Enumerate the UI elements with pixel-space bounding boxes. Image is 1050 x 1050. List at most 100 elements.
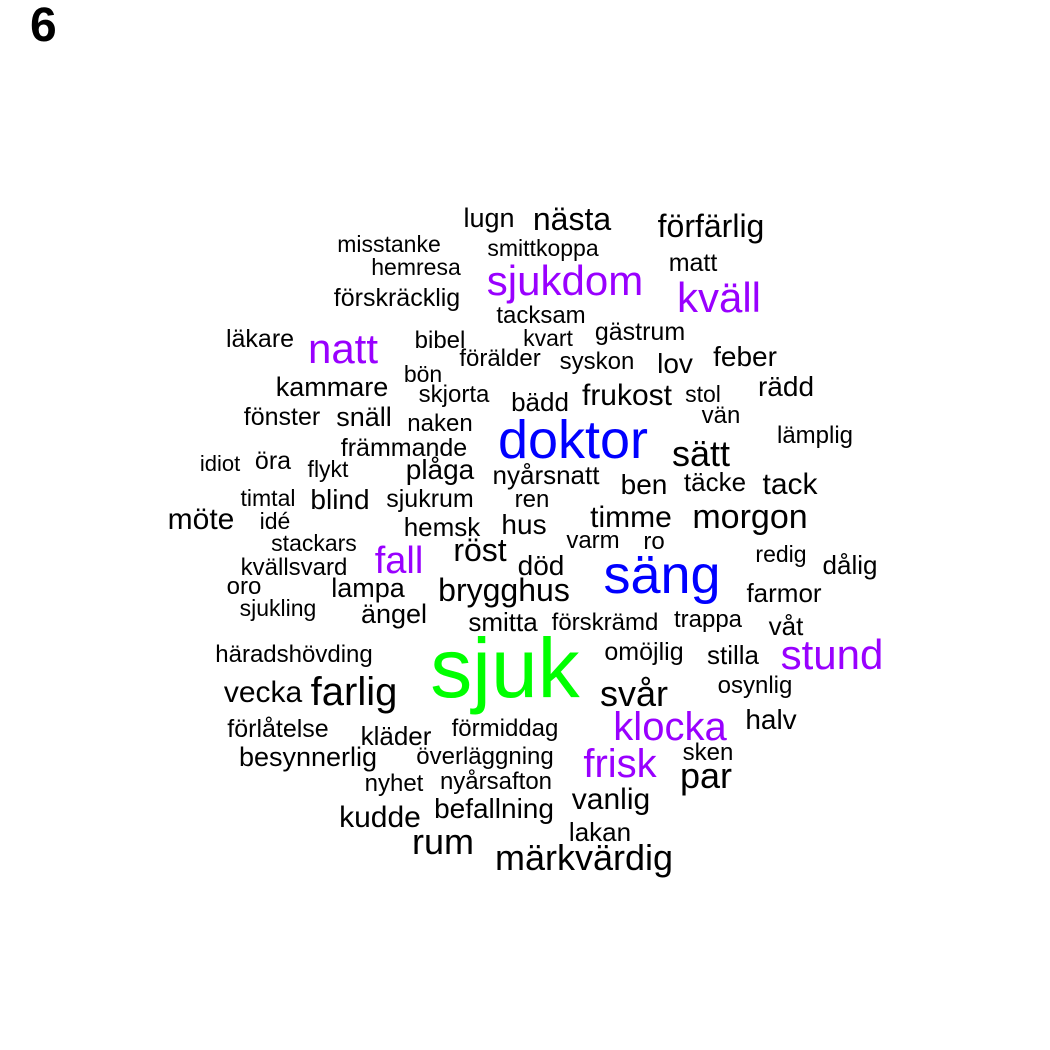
word-brygghus: brygghus [438, 572, 570, 609]
word-satt: sätt [671, 432, 731, 474]
word-fonster: fönster [243, 402, 321, 431]
word-sjuk: sjuk [430, 621, 580, 716]
word-kudde: kudde [339, 801, 421, 834]
panel-label: 6 [30, 0, 57, 52]
word-morgon: morgon [692, 498, 808, 537]
word-lamplig: lämplig [776, 422, 854, 450]
word-radd: rädd [757, 370, 815, 402]
word-svar: svår [599, 672, 669, 714]
word-nyarsnatt: nyårsnatt [492, 459, 600, 490]
word-hemresa: hemresa [371, 254, 461, 281]
word-lakare: läkare [225, 324, 295, 353]
word-par: par [679, 754, 733, 796]
word-plaga: plåga [405, 453, 475, 485]
word-bibel: bibel [414, 327, 466, 355]
word-natt: natt [307, 325, 379, 373]
word-fall: fall [374, 539, 424, 582]
word-frukost: frukost [581, 379, 673, 412]
word-bon: bön [403, 361, 443, 388]
word-nyhet: nyhet [364, 770, 424, 798]
word-ren: ren [514, 486, 550, 514]
word-lugn: lugn [463, 202, 515, 233]
word-vanlig: vanlig [571, 783, 651, 816]
word-kvall: kväll [676, 274, 762, 322]
word-sken: sken [682, 739, 734, 767]
word-frisk: frisk [583, 742, 657, 786]
word-tacke: täcke [683, 466, 747, 497]
word-feber: feber [713, 340, 777, 372]
word-naken: naken [407, 410, 473, 438]
word-lakan: lakan [568, 816, 632, 847]
word-frammande: främmande [340, 433, 468, 462]
word-oro: oro [226, 573, 262, 601]
word-markvardig: märkvärdig [494, 836, 674, 878]
word-tack: tack [762, 468, 818, 501]
word-smitta: smitta [468, 606, 538, 637]
word-ide: idé [259, 508, 291, 535]
word-blind: blind [310, 483, 370, 515]
word-stol: stol [685, 381, 721, 408]
word-sjukdom: sjukdom [486, 257, 644, 305]
word-angel: ängel [360, 598, 428, 629]
word-redig: redig [755, 541, 807, 568]
word-stilla: stilla [706, 639, 760, 670]
word-rum: rum [412, 820, 474, 862]
word-overlaggning: överläggning [416, 743, 554, 771]
word-vat: våt [768, 610, 804, 641]
word-forlatelse: förlåtelse [227, 714, 329, 743]
word-van: vän [701, 402, 741, 430]
word-ora: öra [254, 446, 292, 475]
word-omojlig: omöjlig [604, 637, 684, 666]
word-sang: säng [603, 545, 721, 606]
word-tacksam: tacksam [496, 302, 586, 330]
word-skjorta: skjorta [418, 381, 490, 409]
word-vecka: vecka [223, 676, 303, 709]
word-varm: varm [566, 527, 620, 555]
word-nyarsafton: nyårsafton [439, 768, 553, 796]
word-mote: möte [167, 503, 235, 536]
word-foralder: förälder [459, 345, 541, 373]
word-sjukrum: sjukrum [386, 484, 474, 513]
word-snall: snäll [336, 401, 392, 432]
word-doktor: doktor [497, 410, 649, 471]
word-halv: halv [745, 703, 797, 735]
word-rost: röst [453, 532, 507, 569]
word-sjukling: sjukling [239, 595, 317, 622]
word-misstanke: misstanke [337, 231, 441, 258]
word-idiot: idiot [199, 451, 241, 477]
word-besynnerlig: besynnerlig [238, 741, 378, 772]
word-klocka: klocka [613, 705, 727, 749]
word-farmor: farmor [746, 577, 822, 608]
word-hus: hus [501, 508, 547, 540]
word-stackars: stackars [271, 530, 357, 557]
word-trappa: trappa [673, 606, 743, 634]
word-lampa: lampa [331, 572, 405, 603]
word-syskon: syskon [559, 348, 635, 376]
word-flykt: flykt [307, 456, 349, 483]
word-badd: bädd [511, 386, 569, 417]
word-forskramd: förskrämd [551, 609, 659, 637]
word-smittkoppa: smittkoppa [487, 235, 599, 262]
word-haradshovding: häradshövding [215, 641, 373, 669]
word-kvallsvard: kvällsvard [240, 554, 348, 582]
word-dod: död [517, 549, 565, 581]
word-osynlig: osynlig [717, 672, 793, 700]
word-matt: matt [668, 248, 718, 277]
word-klader: kläder [360, 720, 432, 751]
word-hemsk: hemsk [403, 511, 481, 542]
word-ben: ben [620, 468, 668, 500]
word-nasta: nästa [532, 201, 612, 238]
word-lov: lov [657, 347, 693, 379]
word-timtal: timtal [240, 485, 296, 512]
word-formiddag: förmiddag [451, 715, 559, 743]
word-kvart: kvart [523, 325, 573, 352]
word-farlig: farlig [310, 670, 398, 714]
word-kammare: kammare [275, 371, 389, 402]
word-dalig: dålig [822, 549, 878, 580]
word-forskracklig: förskräcklig [333, 283, 461, 312]
word-forfarlig: förfärlig [657, 208, 765, 245]
word-stund: stund [780, 631, 884, 679]
word-gastrum: gästrum [594, 317, 686, 346]
word-ro: ro [643, 528, 665, 556]
